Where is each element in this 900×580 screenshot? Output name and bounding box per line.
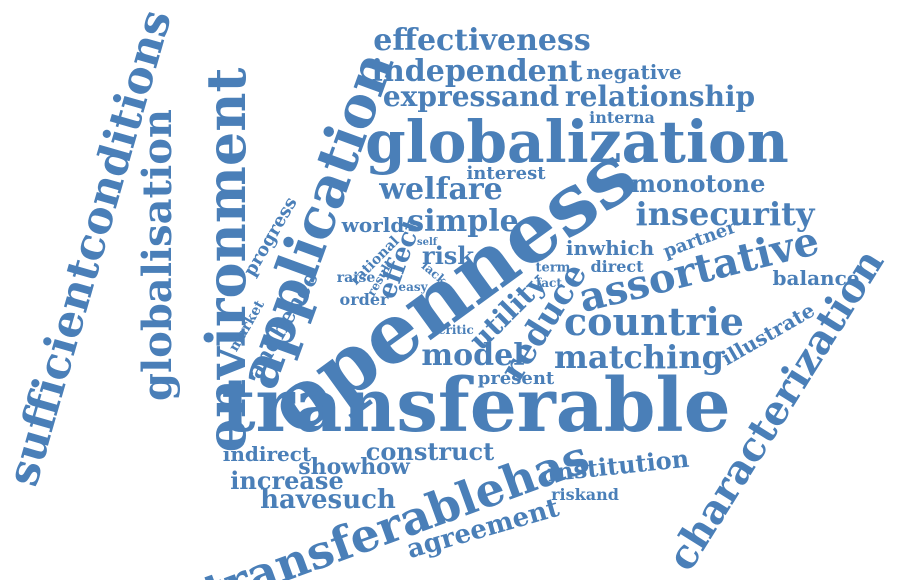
word-raise: raise: [336, 270, 376, 286]
word-welfare: welfare: [379, 172, 503, 207]
word-fact: fact: [536, 276, 562, 290]
word-order: order: [339, 290, 389, 309]
word-independent: independent: [371, 54, 583, 89]
word-construct: construct: [365, 437, 495, 466]
word-globalization: globalization: [365, 108, 789, 176]
word-globalisation: globalisation: [134, 109, 181, 401]
word-negative: negative: [586, 60, 682, 84]
word-indirect: indirect: [222, 442, 312, 466]
word-showhow: showhow: [298, 454, 410, 480]
word-easy: easy: [398, 280, 428, 294]
word-riskand: riskand: [551, 485, 619, 504]
word-inwhich: inwhich: [565, 236, 655, 260]
word-risk: risk: [422, 241, 474, 270]
word-monotone: monotone: [630, 169, 766, 198]
word-insecurity: insecurity: [635, 195, 815, 233]
word-countrie: countrie: [564, 299, 744, 344]
word-direct: direct: [590, 257, 644, 276]
word-relationship: relationship: [564, 80, 756, 113]
word-model: model: [421, 338, 525, 373]
word-interna: interna: [589, 108, 655, 127]
word-present: present: [477, 368, 555, 389]
word-havesuch: havesuch: [260, 485, 396, 515]
word-world: world: [341, 213, 405, 237]
word-term: term: [535, 260, 571, 276]
word-expressand: expressand: [382, 80, 560, 113]
word-self: self: [416, 237, 438, 248]
word-balance: balance: [772, 266, 860, 290]
word-transferable: transferable: [221, 363, 731, 449]
word-critic: critic: [438, 323, 474, 337]
word-matching: matching: [554, 338, 724, 376]
word-effectiveness: eﬀectiveness: [373, 23, 591, 58]
word-interest: interest: [466, 163, 546, 184]
word-simple: simple: [407, 204, 519, 239]
word-increase: increase: [230, 466, 344, 495]
